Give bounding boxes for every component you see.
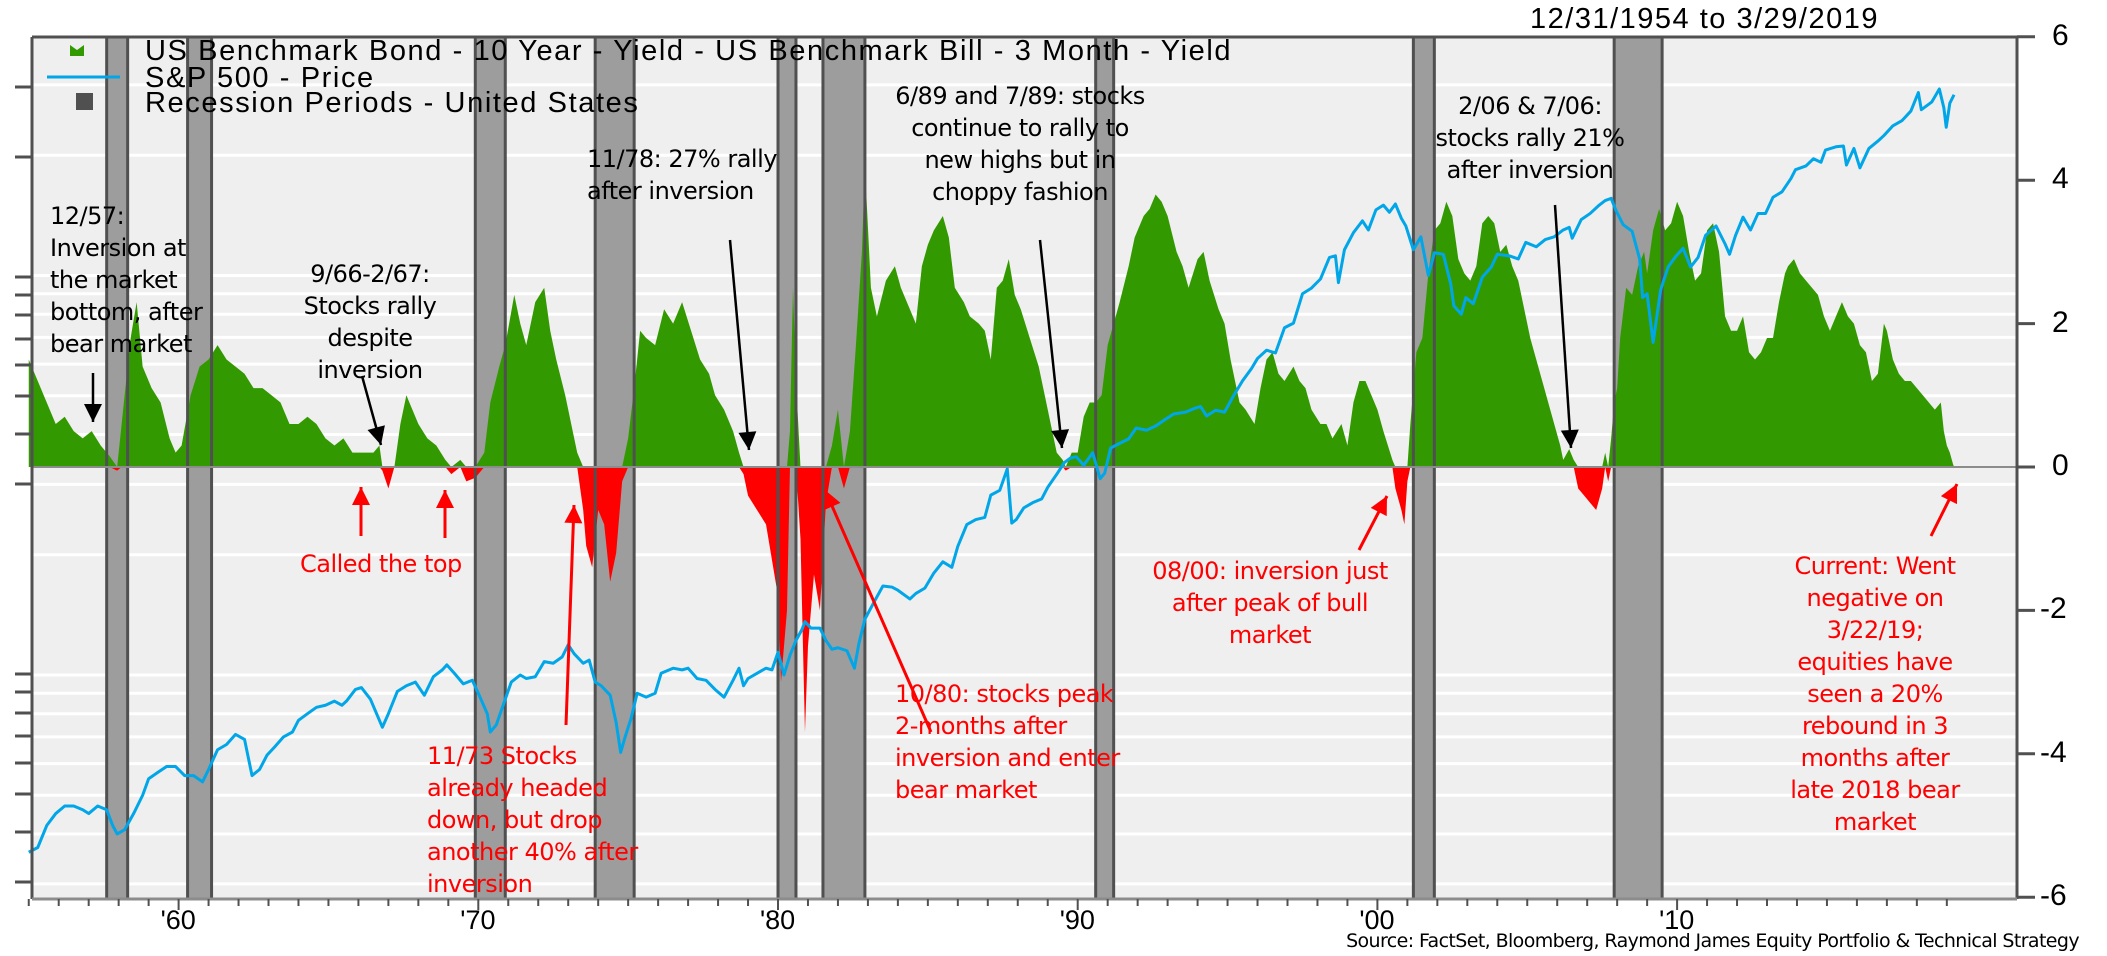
spread-positive-area <box>28 165 1955 468</box>
annotation-line: late 2018 bear <box>1790 776 1960 804</box>
y-tick-label: -4 <box>2040 735 2067 769</box>
x-tick-label: '80 <box>760 905 796 935</box>
annotation-arrowhead-icon <box>738 431 757 450</box>
y-tick-label: 4 <box>2052 162 2069 196</box>
annotation-arrow-line <box>823 489 933 733</box>
annotation-line: market <box>1833 808 1917 836</box>
annotation-line: months after <box>1800 744 1950 772</box>
annotation-line: negative on <box>1806 584 1945 612</box>
right-axis-ticks <box>2017 35 2035 899</box>
annotation-arrowhead-icon <box>84 404 102 422</box>
annotation-current: Current: Went negative on 3/22/19; equities… <box>1770 550 1980 838</box>
annotation-line: the market <box>50 266 178 294</box>
legend-icons <box>47 45 120 110</box>
annotation-line: inversion and enter <box>895 744 1120 772</box>
annotation-line: choppy fashion <box>932 178 1108 206</box>
annotation-line: rebound in 3 <box>1801 712 1949 740</box>
annotation-1178: 11/78: 27% rally after inversion <box>587 143 817 207</box>
annotation-line: 11/73 Stocks <box>427 742 577 770</box>
annotation-line: 3/22/19; <box>1826 616 1924 644</box>
annotation-line: inversion <box>317 356 423 384</box>
x-tick-label: '90 <box>1059 905 1095 935</box>
annotation-1173: 11/73 Stocks already headed down, but drop… <box>427 740 687 900</box>
annotation-line: 11/78: 27% rally <box>587 145 777 173</box>
x-tick-label: '70 <box>460 905 496 935</box>
annotation-top: Called the top <box>300 548 520 580</box>
annotation-line: another 40% after <box>427 838 638 866</box>
annotation-line: despite <box>327 324 413 352</box>
annotation-arrows <box>84 204 1959 733</box>
annotation-line: 6/89 and 7/89: stocks <box>895 82 1145 110</box>
annotation-line: seen a 20% <box>1807 680 1943 708</box>
sp500-line-group <box>28 87 1956 854</box>
annotation-arrow-line <box>564 504 576 726</box>
annotation-800: 08/00: inversion just after peak of bull m… <box>1130 555 1410 651</box>
x-tick-label: '00 <box>1359 905 1395 935</box>
source-note: Source: FactSet, Bloomberg, Raymond Jame… <box>1346 930 2080 952</box>
legend-label-sp500: S&P 500 - Price <box>145 62 375 94</box>
annotation-line: after peak of bull <box>1171 589 1369 617</box>
y-tick-label: 0 <box>2052 449 2069 482</box>
x-tick-label: '60 <box>160 905 196 935</box>
annotation-arrowhead-icon <box>436 490 454 508</box>
annotation-line: after inversion <box>587 177 754 205</box>
y-tick-label: -2 <box>2040 592 2067 626</box>
annotation-line: bottom, after <box>50 298 203 326</box>
annotation-arrow-line <box>1553 204 1573 449</box>
annotation-arrowhead-icon <box>1560 429 1579 448</box>
annotation-206: 2/06 & 7/06: stocks rally 21% after invers… <box>1410 90 1650 186</box>
annotation-line: equities have <box>1797 648 1953 676</box>
annotation-line: Stocks rally <box>303 292 437 320</box>
square-swatch-icon <box>76 93 93 110</box>
annotation-arrowhead-icon <box>1940 484 1957 505</box>
annotation-line: after inversion <box>1446 156 1614 184</box>
annotation-line: Called the top <box>300 550 462 578</box>
annotation-line: market <box>1228 621 1312 649</box>
annotation-arrowhead-icon <box>352 487 370 505</box>
y-tick-label: 2 <box>2052 305 2069 339</box>
annotation-line: Inversion at <box>50 234 186 262</box>
sp500-line <box>28 87 1956 854</box>
annotation-line: 2/06 & 7/06: <box>1458 92 1602 120</box>
x-axis-ticks <box>27 899 1948 910</box>
annotation-line: stocks rally 21% <box>1435 124 1625 152</box>
annotation-arrow-line <box>1038 239 1064 449</box>
annotation-line: 2-months after <box>895 712 1067 740</box>
y-tick-label: 6 <box>2052 18 2069 52</box>
annotation-line: inversion <box>427 870 533 898</box>
annotation-1080: 10/80: stocks peak 2-months after inversio… <box>895 678 1155 806</box>
annotation-line: 10/80: stocks peak <box>895 680 1114 708</box>
annotation-line: Current: Went <box>1794 552 1956 580</box>
x-tick-label: '10 <box>1659 905 1695 935</box>
spread-area <box>28 165 1955 733</box>
annotation-line: 12/57: <box>50 202 125 230</box>
date-range: 12/31/1954 to 3/29/2019 <box>1530 3 1879 35</box>
annotation-line: continue to rally to <box>911 114 1129 142</box>
annotation-arrowhead-icon <box>564 505 583 524</box>
annotation-arrow-line <box>728 239 751 451</box>
annotation-line: 9/66-2/67: <box>310 260 430 288</box>
y-tick-label: -6 <box>2040 879 2067 913</box>
left-axis-ticks <box>15 85 32 884</box>
annotation-966: 9/66-2/67: Stocks rally despite inversion <box>270 258 470 386</box>
annotation-line: already headed <box>427 774 608 802</box>
legend-label-spread: US Benchmark Bond - 10 Year - Yield - US… <box>145 35 1233 67</box>
annotation-line: bear market <box>50 330 192 358</box>
annotation-arrowhead-icon <box>1370 496 1387 517</box>
annotation-689: 6/89 and 7/89: stocks continue to rally t… <box>870 80 1170 208</box>
area-swatch-icon <box>70 45 84 56</box>
annotation-line: new highs but in <box>924 146 1116 174</box>
annotation-line: 08/00: inversion just <box>1152 557 1388 585</box>
annotation-arrowhead-icon <box>823 490 841 511</box>
annotation-arrowhead-icon <box>1051 429 1070 448</box>
legend-label-recession: Recession Periods - United States <box>145 87 640 119</box>
annotation-arrowhead-icon <box>367 425 385 445</box>
annotation-1257: 12/57: Inversion at the market bottom, afte… <box>50 200 230 360</box>
annotation-line: down, but drop <box>427 806 603 834</box>
annotation-line: bear market <box>895 776 1037 804</box>
